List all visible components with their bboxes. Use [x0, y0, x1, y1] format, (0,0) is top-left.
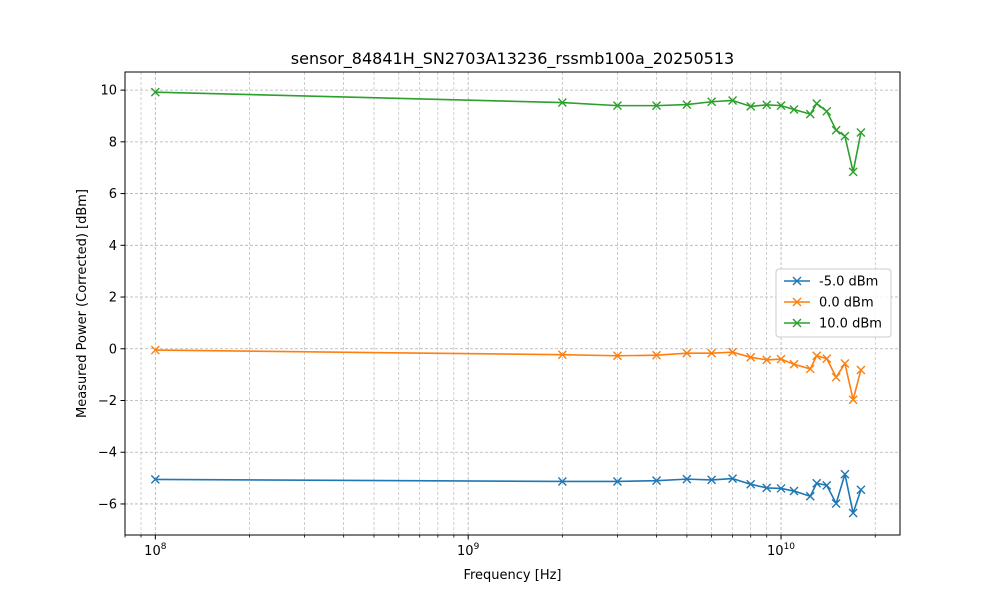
data-point-marker [812, 478, 822, 488]
data-point-marker [652, 350, 662, 360]
data-point-marker [612, 351, 622, 361]
y-tick-label: 0 [109, 342, 117, 357]
legend-box [775, 268, 892, 338]
x-axis-label: Frequency [Hz] [463, 568, 561, 583]
data-point-marker [856, 365, 866, 375]
data-point-marker [728, 347, 738, 357]
data-point-marker [822, 480, 832, 490]
x-tick-label: 108 [144, 542, 167, 559]
data-point-marker [746, 352, 756, 362]
y-tick-label: −4 [98, 446, 117, 461]
x-tick-label: 109 [457, 542, 480, 559]
chart-title: sensor_84841H_SN2703A13236_rssmb100a_202… [291, 49, 734, 69]
data-point-marker [840, 131, 850, 141]
data-point-marker [707, 475, 717, 485]
data-point-marker [789, 359, 799, 369]
y-tick-label: −2 [98, 394, 117, 409]
data-point-marker [728, 95, 738, 105]
legend-label: -5.0 dBm [819, 275, 878, 290]
data-point-marker [848, 508, 858, 518]
data-point-marker [682, 100, 692, 110]
y-axis-label: Measured Power (Corrected) [dBm] [75, 189, 90, 418]
data-point-marker [805, 491, 815, 501]
data-point-marker [652, 476, 662, 486]
data-point-marker [856, 128, 866, 138]
data-point-marker [707, 97, 717, 107]
data-point-marker [150, 87, 160, 97]
data-point-marker [856, 485, 866, 495]
data-point-marker [746, 479, 756, 489]
data-point-marker [762, 100, 772, 110]
legend-marker [792, 276, 802, 286]
data-point-marker [707, 348, 717, 358]
legend-label: 10.0 dBm [819, 317, 882, 332]
y-tick-label: 10 [100, 84, 117, 99]
data-point-marker [831, 498, 841, 508]
data-point-marker [762, 483, 772, 493]
data-point-marker [848, 167, 858, 177]
y-tick-label: 8 [109, 135, 117, 150]
data-point-marker [822, 354, 832, 364]
data-point-marker [789, 486, 799, 496]
data-point-marker [776, 101, 786, 111]
data-point-marker [612, 476, 622, 486]
data-point-marker [776, 354, 786, 364]
data-point-marker [682, 348, 692, 358]
series-0 [150, 469, 866, 518]
data-point-marker [848, 395, 858, 405]
legend-item: 0.0 dBm [784, 296, 874, 311]
data-point-marker [822, 106, 832, 116]
data-point-marker [728, 474, 738, 484]
data-point-marker [840, 359, 850, 369]
legend-marker [792, 318, 802, 328]
legend-item: -5.0 dBm [784, 275, 878, 290]
data-point-marker [805, 364, 815, 374]
legend-marker [792, 297, 802, 307]
data-point-marker [746, 101, 756, 111]
y-tick-label: 2 [109, 291, 117, 306]
x-tick-label: 1010 [767, 542, 795, 559]
x-axis: 108 109 1010 [144, 535, 795, 559]
data-point-marker [789, 105, 799, 115]
data-point-marker [150, 474, 160, 484]
y-axis: −6 −4 −2 0 2 4 6 8 10 [98, 84, 125, 512]
data-point-marker [776, 483, 786, 493]
data-point-marker [812, 351, 822, 361]
plot-frame [124, 71, 901, 536]
legend-label: 0.0 dBm [819, 296, 874, 311]
data-point-marker [840, 469, 850, 479]
legend: -5.0 dBm 0.0 dBm 10.0 dBm [775, 268, 892, 338]
data-point-marker [612, 101, 622, 111]
data-point-marker [831, 372, 841, 382]
data-point-marker [557, 476, 567, 486]
data-point-marker [150, 345, 160, 355]
data-point-marker [557, 98, 567, 108]
y-tick-label: 4 [109, 239, 117, 254]
data-point-marker [652, 101, 662, 111]
series-layer [150, 87, 866, 518]
series-1 [150, 345, 866, 405]
y-tick-label: 6 [109, 187, 117, 202]
data-point-marker [831, 125, 841, 135]
legend-item: 10.0 dBm [784, 317, 882, 332]
series-2 [150, 87, 866, 177]
data-point-marker [557, 350, 567, 360]
data-point-marker [812, 99, 822, 109]
data-point-marker [682, 474, 692, 484]
series-line [155, 473, 862, 514]
data-point-marker [805, 109, 815, 119]
data-point-marker [762, 355, 772, 365]
y-tick-label: −6 [98, 497, 117, 512]
